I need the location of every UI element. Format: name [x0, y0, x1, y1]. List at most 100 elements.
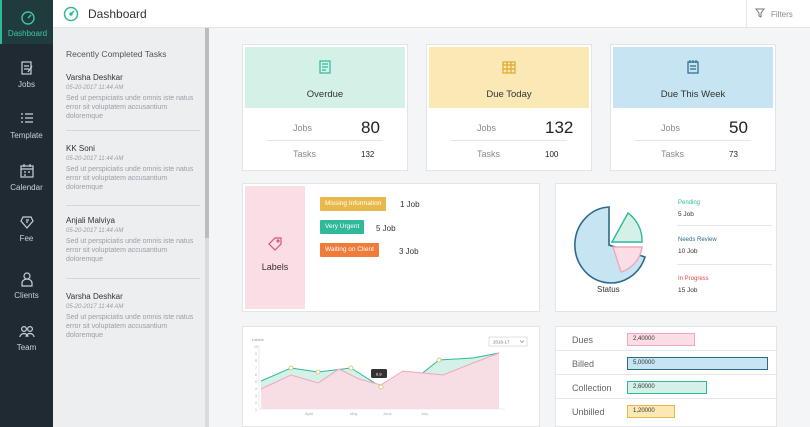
data-point[interactable] — [288, 365, 294, 371]
recent-tasks-panel: Recently Completed Tasks Varsha Deshkar … — [53, 28, 209, 427]
chart-ylabel: Labels — [252, 337, 264, 342]
kpi-jobs-label: Jobs — [477, 123, 497, 133]
calendar-icon — [19, 164, 34, 178]
task-date: 05-20-2017 11:44 AM — [66, 156, 124, 162]
task-author: KK Soni — [66, 144, 95, 153]
filters-label: Filters — [771, 10, 793, 19]
divider — [66, 130, 200, 131]
collection-label: Collection — [572, 383, 612, 393]
data-point[interactable] — [315, 369, 321, 375]
divider — [451, 140, 567, 141]
list-item[interactable]: KK Soni 05-20-2017 11:44 AM Sed ut persp… — [66, 144, 200, 206]
y-tick: 10 — [254, 345, 258, 349]
task-text: Sed ut perspiciatis unde omnis iste natu… — [66, 314, 194, 339]
template-icon — [20, 113, 33, 123]
year-select[interactable]: 2016-17 — [488, 336, 528, 347]
data-point[interactable] — [436, 357, 442, 363]
y-tick: 8 — [255, 359, 257, 363]
data-point[interactable] — [348, 365, 354, 371]
nav-fee[interactable]: Fee — [0, 214, 53, 243]
task-date: 05-20-2017 11:44 AM — [66, 85, 124, 91]
nav-team[interactable]: Team — [0, 323, 53, 352]
scrollbar-thumb[interactable] — [205, 28, 209, 238]
status-review-value: 10 Job — [678, 248, 698, 255]
y-tick: 4 — [255, 387, 257, 391]
data-point[interactable] — [378, 384, 384, 390]
divider — [635, 140, 751, 141]
status-review-label: Needs Review — [678, 237, 717, 243]
fee-icon — [19, 216, 34, 229]
tag-missing-information[interactable]: Missing Information — [320, 197, 387, 211]
tag-icon — [268, 237, 282, 251]
year-select-value: 2016-17 — [493, 340, 510, 345]
kpi-tasks-value: 100 — [545, 150, 559, 159]
recent-scrollbar[interactable] — [205, 28, 209, 427]
kpi-tasks-label: Tasks — [661, 149, 685, 159]
dues-bar: 2,40000 — [627, 333, 695, 346]
series-pink-area — [261, 353, 499, 409]
clients-icon — [20, 272, 33, 287]
divider — [66, 205, 200, 206]
notepad-icon — [687, 60, 699, 74]
due-this-week-header: Due This Week — [613, 47, 773, 108]
chart-tooltip-value: 6.8 — [376, 372, 382, 377]
due-this-week-card[interactable]: Due This Week Jobs 50 Tasks 73 — [610, 44, 776, 171]
nav-clients[interactable]: Clients — [0, 271, 53, 300]
divider — [267, 140, 383, 141]
overdue-header: Overdue — [245, 47, 405, 108]
collection-bar: 2,60000 — [627, 381, 707, 394]
x-tick: July — [421, 411, 428, 416]
task-date: 05-20-2017 11:44 AM — [66, 304, 124, 310]
page-title: Dashboard — [88, 7, 147, 21]
list-item[interactable]: Anjali Malviya 05-20-2017 11:44 AM Sed u… — [66, 216, 200, 279]
task-author: Anjali Malviya — [66, 216, 115, 225]
chart-tooltip — [371, 369, 387, 378]
status-card: Status Pending 5 Job Needs Review 10 Job… — [555, 183, 777, 312]
dashboard-logo-icon — [63, 6, 79, 22]
list-item[interactable]: Varsha Deshkar 05-20-2017 11:44 AM Sed u… — [66, 73, 200, 131]
status-title: Status — [597, 285, 620, 294]
kpi-tasks-value: 73 — [729, 150, 738, 159]
jobs-icon — [20, 61, 32, 75]
overdue-card[interactable]: Overdue Jobs 80 Tasks 132 — [242, 44, 408, 171]
y-tick: 3 — [255, 394, 257, 398]
billed-label: Billed — [572, 359, 595, 369]
status-pending-value: 5 Job — [678, 211, 694, 218]
task-text: Sed ut perspiciatis unde omnis iste natu… — [66, 166, 194, 191]
x-tick: April — [305, 411, 313, 416]
kpi-tasks-label: Tasks — [477, 149, 501, 159]
top-header: Dashboard Filters — [53, 0, 810, 28]
status-pending-label: Pending — [678, 200, 701, 206]
nav-label: Jobs — [18, 80, 35, 89]
task-date: 05-20-2017 11:44 AM — [66, 228, 124, 234]
left-nav: Dashboard Jobs Template Calendar Fee Cli… — [0, 0, 53, 427]
filters-button[interactable]: Filters — [746, 0, 810, 28]
list-item[interactable]: Varsha Deshkar 05-20-2017 11:44 AM Sed u… — [66, 292, 200, 340]
labels-header: Labels — [245, 186, 305, 309]
y-tick: 1 — [255, 408, 257, 412]
status-progress-label: In Progress — [678, 276, 709, 282]
calendar-grid-icon — [502, 61, 516, 74]
nav-label: Clients — [14, 291, 39, 300]
chevron-down-icon — [519, 340, 525, 343]
collection-row: Collection 2,60000 — [556, 375, 778, 399]
due-today-card[interactable]: Due Today Jobs 132 Tasks 100 — [426, 44, 592, 171]
billed-row: Billed 5,00000 — [556, 351, 778, 375]
unbilled-label: Unbilled — [572, 407, 605, 417]
y-tick: 9 — [255, 352, 257, 356]
kpi-jobs-value: 80 — [361, 118, 380, 137]
y-tick: 2 — [255, 401, 257, 405]
dues-label: Dues — [572, 335, 594, 345]
kpi-title: Overdue — [306, 89, 344, 100]
nav-dashboard[interactable]: Dashboard — [0, 0, 53, 44]
kpi-tasks-label: Tasks — [293, 149, 317, 159]
dues-row: Dues 2,40000 — [556, 327, 778, 351]
nav-label: Fee — [19, 234, 34, 243]
task-text: Sed ut perspiciatis unde omnis iste natu… — [66, 238, 194, 263]
nav-calendar[interactable]: Calendar — [0, 163, 53, 192]
status-progress-value: 15 Job — [678, 287, 698, 294]
tag-waiting-on-client[interactable]: Waiting on Client — [320, 243, 379, 257]
nav-template[interactable]: Template — [0, 111, 53, 140]
tag-very-urgent[interactable]: Very Urgent — [320, 220, 365, 234]
nav-jobs[interactable]: Jobs — [0, 60, 53, 89]
